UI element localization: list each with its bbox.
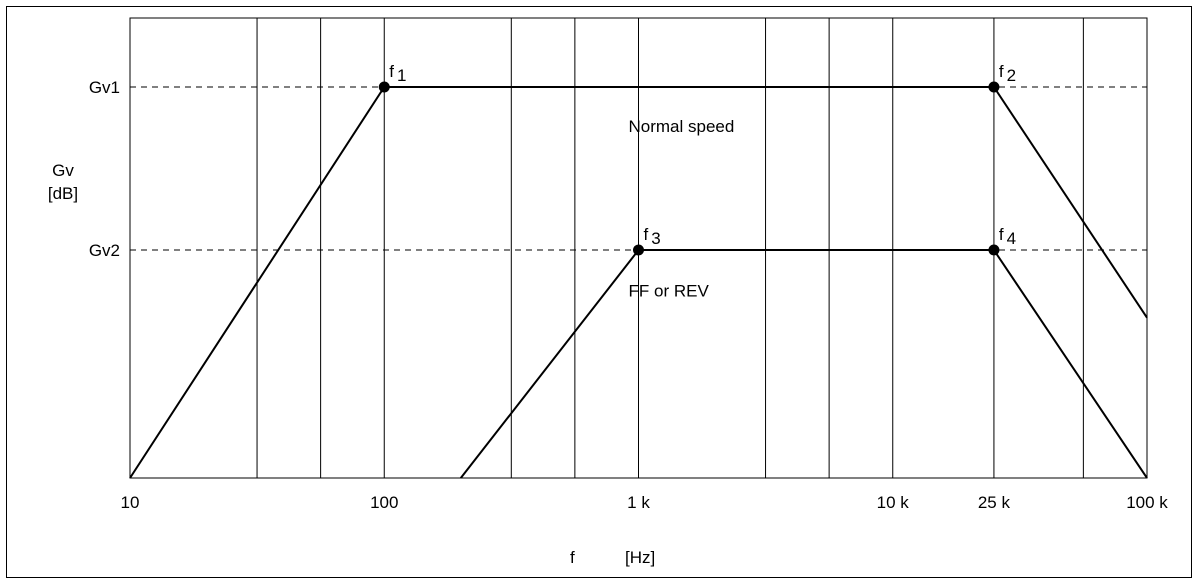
series-label: Normal speed: [629, 117, 735, 136]
x-axis-symbol: f: [570, 548, 575, 567]
y-axis-unit: [dB]: [48, 184, 78, 203]
corner-point-marker: [633, 244, 644, 256]
x-tick-label: 10 k: [877, 493, 910, 512]
series-line-2: [459, 249, 1148, 479]
series-line-1: [129, 86, 1148, 479]
x-tick-label: 100 k: [1126, 493, 1168, 512]
x-tick-label: 25 k: [978, 493, 1011, 512]
y-level-label: Gv2: [89, 241, 120, 260]
x-axis-unit: [Hz]: [625, 548, 655, 567]
x-tick-label: 1 k: [627, 493, 650, 512]
corner-point-marker: [988, 81, 1000, 93]
corner-point-marker: [378, 81, 390, 93]
y-axis-symbol: Gv: [52, 161, 74, 180]
x-tick-label: 10: [121, 493, 140, 512]
series-label: FF or REV: [629, 281, 710, 300]
y-level-label: Gv1: [89, 78, 120, 97]
x-tick-label: 100: [370, 493, 398, 512]
corner-point-marker: [988, 244, 1000, 256]
